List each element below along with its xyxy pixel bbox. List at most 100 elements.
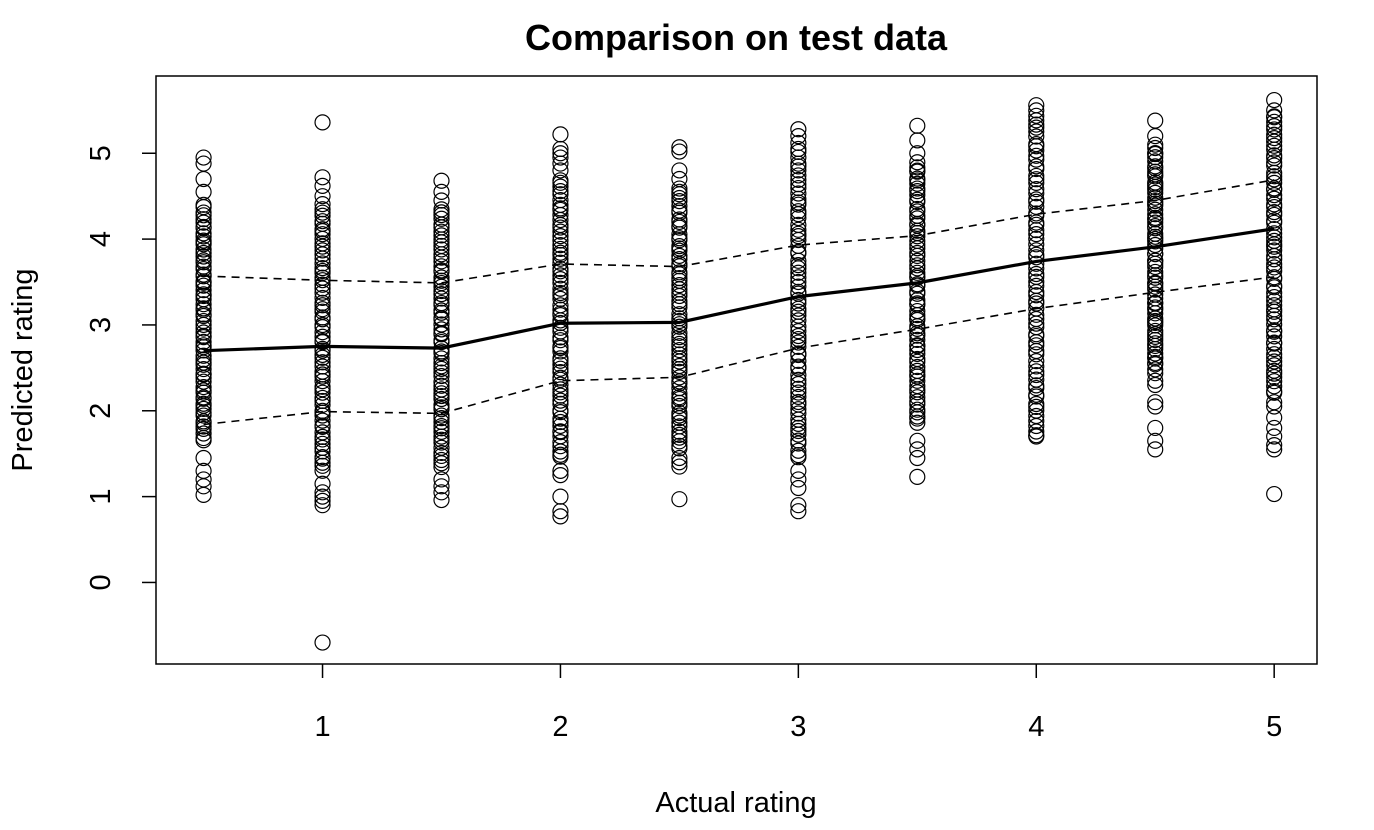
data-point (671, 414, 688, 431)
data-point (1028, 158, 1045, 175)
data-point (552, 145, 569, 162)
data-point (1266, 301, 1283, 318)
data-point (1266, 269, 1283, 286)
data-point (909, 350, 926, 368)
data-point (195, 149, 212, 166)
data-point (552, 446, 569, 463)
data-point (433, 237, 450, 255)
lines-layer (203, 179, 1275, 426)
data-point (909, 341, 926, 359)
y-tick-label: 3 (85, 317, 117, 333)
data-point (1266, 292, 1283, 310)
data-point (314, 169, 331, 186)
data-point (909, 162, 926, 179)
data-point (433, 491, 450, 509)
data-point (1266, 171, 1283, 188)
data-point (314, 221, 331, 238)
data-point (790, 388, 807, 406)
data-point (671, 454, 688, 471)
data-point (1147, 214, 1164, 231)
data-point (552, 172, 569, 189)
data-point (552, 423, 569, 440)
data-point (671, 329, 688, 346)
data-point (314, 255, 331, 272)
data-point (790, 167, 807, 184)
data-point (552, 178, 569, 195)
data-point (552, 350, 569, 367)
data-point (1028, 226, 1045, 243)
data-point (790, 209, 807, 227)
data-point (195, 211, 212, 228)
data-point (195, 337, 212, 354)
data-point (195, 360, 212, 378)
data-point (433, 381, 450, 398)
data-point (1266, 212, 1283, 229)
data-point (195, 389, 212, 406)
data-point (433, 484, 450, 501)
data-point (790, 171, 807, 189)
data-point (671, 418, 688, 435)
data-point (433, 269, 450, 286)
data-point (790, 134, 807, 152)
data-point (1028, 128, 1045, 145)
data-point (552, 186, 569, 203)
data-point (1147, 286, 1164, 303)
data-point (909, 468, 926, 485)
data-point (671, 310, 688, 327)
data-point (195, 204, 212, 221)
data-point (1147, 158, 1164, 175)
data-point (433, 431, 450, 448)
data-point (433, 192, 450, 209)
data-point (909, 170, 926, 187)
data-point (195, 382, 212, 399)
data-point (790, 225, 807, 242)
data-point (1147, 127, 1164, 145)
data-point (671, 316, 688, 333)
data-point (790, 479, 807, 497)
data-point (671, 189, 688, 207)
data-point (790, 422, 807, 440)
data-point (790, 264, 807, 281)
data-point (433, 407, 450, 424)
data-point (314, 213, 331, 230)
data-point (1028, 236, 1045, 253)
data-point (909, 401, 926, 418)
data-point (552, 274, 569, 291)
data-point (790, 371, 807, 388)
data-point (671, 202, 688, 219)
data-point (790, 405, 807, 422)
data-point (552, 284, 569, 302)
y-tick-label: 1 (85, 489, 117, 505)
data-point (314, 402, 331, 419)
data-point (552, 140, 569, 158)
data-point (433, 294, 450, 312)
data-point (790, 179, 807, 197)
dashed-line (203, 276, 1275, 426)
solid-line (203, 227, 1275, 353)
data-point (1028, 181, 1045, 198)
x-tick-label: 1 (314, 711, 330, 743)
data-point (909, 362, 926, 380)
data-point (195, 478, 212, 495)
data-point (1266, 102, 1283, 119)
data-point (790, 358, 807, 375)
data-point (195, 418, 212, 435)
data-point (909, 358, 926, 376)
data-point (552, 267, 569, 284)
data-point (909, 228, 926, 245)
data-point (671, 423, 688, 440)
data-point (1028, 353, 1045, 370)
data-point (1147, 335, 1164, 352)
data-point (1266, 322, 1283, 339)
data-point (671, 350, 688, 367)
data-point (195, 183, 212, 200)
data-point (433, 444, 450, 462)
data-point (314, 340, 331, 357)
data-point (909, 200, 926, 218)
data-point (433, 201, 450, 218)
data-point (790, 442, 807, 459)
data-point (1266, 174, 1283, 191)
dashed-line (203, 179, 1275, 284)
data-point (1028, 136, 1045, 153)
